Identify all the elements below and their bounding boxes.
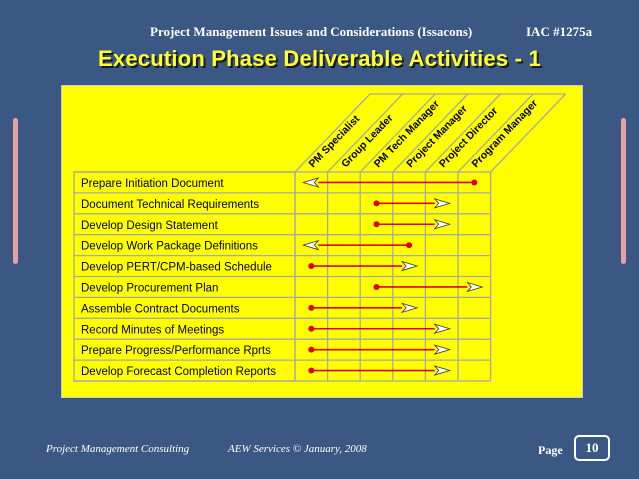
arrow-start-dot: [308, 346, 315, 353]
footer-company: Project Management Consulting: [46, 443, 190, 455]
activity-label: Record Minutes of Meetings: [81, 324, 224, 336]
footer-copyright: AEW Services © January, 2008: [228, 443, 367, 455]
arrow-start-dot: [308, 263, 315, 270]
header-slant-line: [327, 93, 404, 173]
activity-label: Develop Forecast Completion Reports: [81, 366, 276, 378]
arrowhead: [433, 323, 452, 335]
header-slant-line: [424, 93, 501, 173]
arrowhead: [301, 177, 320, 188]
arrowhead: [433, 198, 452, 209]
header-code: IAC #1275a: [526, 24, 593, 39]
responsibility-arrows: [301, 177, 484, 376]
arrowhead: [433, 218, 452, 230]
activity-label: Develop Procurement Plan: [81, 283, 218, 295]
header-slant-line: [294, 93, 371, 173]
activity-label: Develop PERT/CPM-based Schedule: [81, 262, 272, 274]
right-decorative-bar: [621, 118, 626, 264]
matrix-panel: Prepare Initiation Document Document Tech…: [61, 85, 583, 398]
arrowhead: [433, 344, 452, 355]
activity-label: Develop Work Package Definitions: [81, 241, 258, 253]
activity-label: Document Technical Requirements: [81, 199, 259, 211]
page-label: Page: [538, 443, 563, 457]
arrowhead: [301, 239, 320, 251]
arrow-start-dot: [308, 325, 315, 332]
arrow-start-dot: [406, 242, 413, 249]
activity-label: Assemble Contract Documents: [81, 303, 240, 315]
header-slant-line: [490, 93, 567, 173]
responsibility-matrix: Prepare Initiation Document Document Tech…: [73, 93, 567, 382]
header-subject: Project Management Issues and Considerat…: [150, 24, 473, 39]
activity-labels: Prepare Initiation Document Document Tech…: [81, 178, 276, 378]
activity-label: Prepare Progress/Performance Rprts: [81, 345, 271, 357]
left-decorative-bar: [13, 118, 18, 264]
arrowhead: [466, 281, 484, 293]
arrow-start-dot: [308, 367, 315, 374]
activity-label: Prepare Initiation Document: [81, 178, 224, 190]
arrow-start-dot: [373, 221, 380, 228]
arrow-start-dot: [471, 179, 478, 186]
arrow-start-dot: [373, 283, 380, 290]
slide-title: Execution Phase Deliverable Activities -…: [98, 46, 541, 71]
slide-header: Project Management Issues and Considerat…: [0, 20, 639, 40]
arrowhead: [433, 365, 452, 376]
header-slant-line: [457, 93, 534, 173]
header-slant-line: [392, 93, 469, 173]
arrowhead: [400, 302, 419, 314]
arrow-start-dot: [308, 304, 315, 311]
matrix-grid: [73, 93, 567, 382]
activity-label: Develop Design Statement: [81, 220, 219, 232]
arrowhead: [400, 260, 419, 272]
page-number: 10: [574, 435, 610, 461]
arrow-start-dot: [373, 200, 380, 207]
header-slant-line: [359, 93, 436, 173]
